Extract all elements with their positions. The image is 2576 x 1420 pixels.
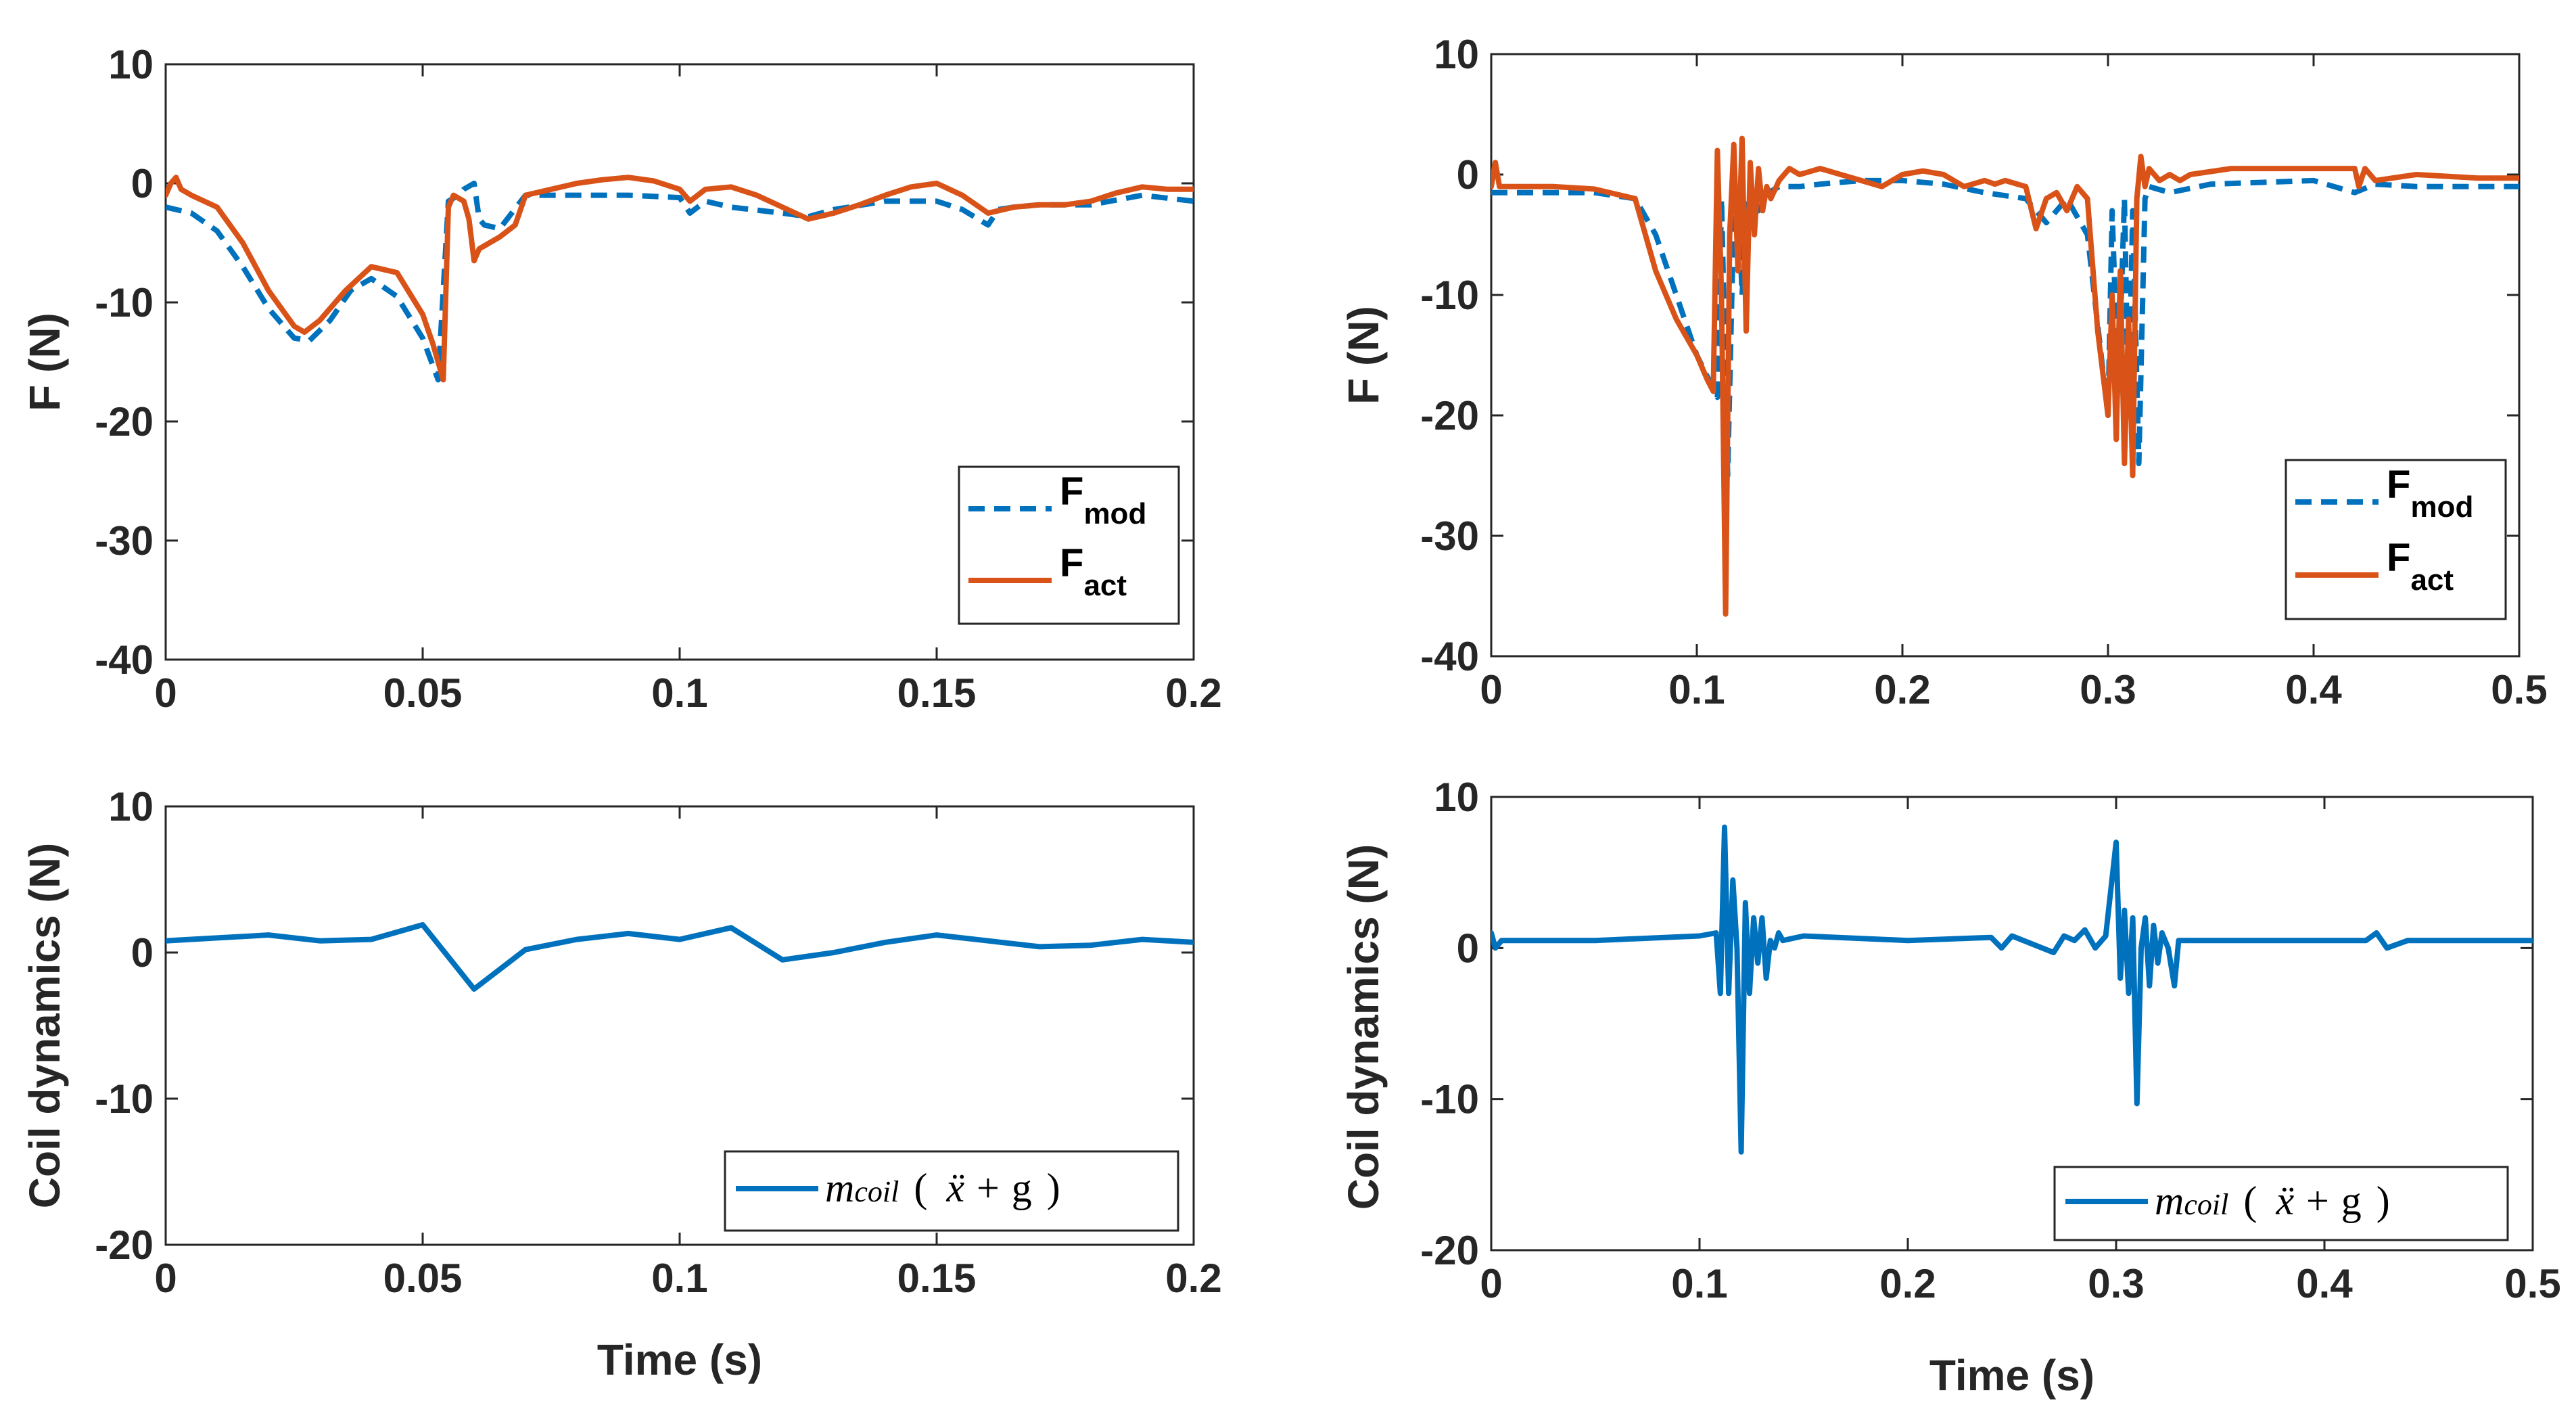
y-tick-label: -10 bbox=[1420, 1077, 1479, 1122]
chart-top-left: 0 0.05 0.1 0.15 0.2 -40 -30 -20 -10 0 10 F (N) Fmo… bbox=[20, 42, 1222, 716]
legend-label-fmod: Fmod bbox=[1060, 469, 1146, 530]
legend-label-fact: Fact bbox=[1060, 541, 1127, 602]
x-tick-label: 0 bbox=[154, 1256, 177, 1301]
y-tick-label: 0 bbox=[1457, 152, 1479, 198]
x-tick-label: 0.4 bbox=[2296, 1261, 2353, 1306]
x-tick-label: 0.5 bbox=[2504, 1261, 2560, 1306]
legend: mcoil(ẍ + g) bbox=[724, 1150, 1179, 1232]
y-tick-label: 10 bbox=[108, 784, 154, 829]
y-tick-label: -30 bbox=[1420, 513, 1479, 559]
y-tick-label: -40 bbox=[95, 637, 154, 683]
y-tick-label: 10 bbox=[1434, 775, 1479, 820]
legend: Fmod Fact bbox=[2285, 459, 2507, 620]
legend: Fmod Fact bbox=[958, 465, 1180, 625]
x-tick-label: 0.1 bbox=[1671, 1261, 1727, 1306]
x-tick-label: 0.05 bbox=[383, 670, 463, 716]
y-tick-label: -10 bbox=[1420, 273, 1479, 318]
series-m-coil-x-g bbox=[1491, 824, 2533, 1155]
y-tick-label: -10 bbox=[95, 1076, 154, 1122]
y-tick-label: 0 bbox=[1457, 925, 1479, 971]
y-tick-label: 10 bbox=[1434, 32, 1479, 77]
legend-label-coil: mcoil(ẍ + g) bbox=[825, 1166, 1060, 1210]
x-tick-label: 0.2 bbox=[1165, 1256, 1221, 1301]
legend-label-coil: mcoil(ẍ + g) bbox=[2155, 1178, 2390, 1223]
chart-bottom-right: 0 0.1 0.2 0.3 0.4 0.5 -20 -10 0 10 Coil dynamics … bbox=[1339, 775, 2561, 1400]
x-tick-label: 0 bbox=[1480, 1261, 1502, 1306]
x-tick-label: 0.15 bbox=[897, 1256, 977, 1301]
x-tick-label: 0.2 bbox=[1879, 1261, 1936, 1306]
legend-box bbox=[958, 465, 1180, 625]
chart-top-right: 0 0.1 0.2 0.3 0.4 0.5 -40 -30 -20 -10 0 10 F (N) Fm… bbox=[1339, 32, 2548, 712]
x-tick-label: 0.5 bbox=[2491, 667, 2547, 712]
x-tick-label: 0 bbox=[1480, 667, 1502, 712]
x-tick-label: 0.3 bbox=[2088, 1261, 2144, 1306]
y-tick-label: -40 bbox=[1420, 634, 1479, 679]
y-tick-label: 10 bbox=[108, 42, 154, 87]
x-tick-label: 0.1 bbox=[651, 670, 707, 716]
y-axis-label: F (N) bbox=[20, 313, 69, 411]
y-tick-label: -20 bbox=[95, 399, 154, 444]
x-axis-label: Time (s) bbox=[597, 1335, 762, 1384]
series-f-act bbox=[166, 175, 1194, 383]
x-axis-label: Time (s) bbox=[1929, 1351, 2094, 1400]
x-tick-label: 0.15 bbox=[897, 670, 977, 716]
y-tick-label: -20 bbox=[95, 1222, 154, 1268]
series-m-coil-x-g bbox=[166, 922, 1194, 992]
y-tick-label: 0 bbox=[131, 161, 154, 206]
y-tick-label: -30 bbox=[95, 518, 154, 564]
x-tick-label: 0.1 bbox=[1668, 667, 1725, 712]
x-tick-label: 0.4 bbox=[2285, 667, 2342, 712]
x-tick-label: 0.2 bbox=[1165, 670, 1221, 716]
y-tick-label: -10 bbox=[95, 280, 154, 325]
series-f-mod bbox=[166, 181, 1194, 383]
y-axis-label: F (N) bbox=[1339, 306, 1388, 405]
x-tick-label: 0.3 bbox=[2080, 667, 2136, 712]
legend-box bbox=[2285, 459, 2507, 620]
x-tick-label: 0 bbox=[154, 670, 177, 716]
x-tick-label: 0.05 bbox=[383, 1256, 463, 1301]
legend-label-fact: Fact bbox=[2387, 536, 2454, 597]
y-axis-label: Coil dynamics (N) bbox=[1339, 844, 1388, 1210]
chart-bottom-left: 0 0.05 0.1 0.15 0.2 -20 -10 0 10 Coil dynamics (… bbox=[20, 784, 1222, 1384]
series-f-act bbox=[1491, 135, 2519, 617]
x-tick-label: 0.2 bbox=[1874, 667, 1930, 712]
y-tick-label: 0 bbox=[131, 930, 154, 976]
y-axis-label: Coil dynamics (N) bbox=[20, 843, 69, 1209]
legend-label-fmod: Fmod bbox=[2387, 463, 2473, 524]
series-f-mod bbox=[1491, 177, 2519, 478]
y-tick-label: -20 bbox=[1420, 393, 1479, 438]
x-tick-label: 0.1 bbox=[651, 1256, 707, 1301]
legend: mcoil(ẍ + g) bbox=[2053, 1166, 2509, 1241]
y-tick-label: -20 bbox=[1420, 1228, 1479, 1273]
